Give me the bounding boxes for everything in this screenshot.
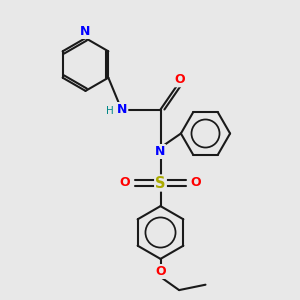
Text: O: O [155, 265, 166, 278]
Text: O: O [174, 73, 185, 86]
Text: O: O [190, 176, 201, 190]
Text: N: N [80, 25, 91, 38]
Text: N: N [155, 145, 165, 158]
Text: O: O [120, 176, 130, 190]
Text: H: H [106, 106, 114, 116]
Text: N: N [117, 103, 127, 116]
Text: S: S [155, 176, 166, 190]
